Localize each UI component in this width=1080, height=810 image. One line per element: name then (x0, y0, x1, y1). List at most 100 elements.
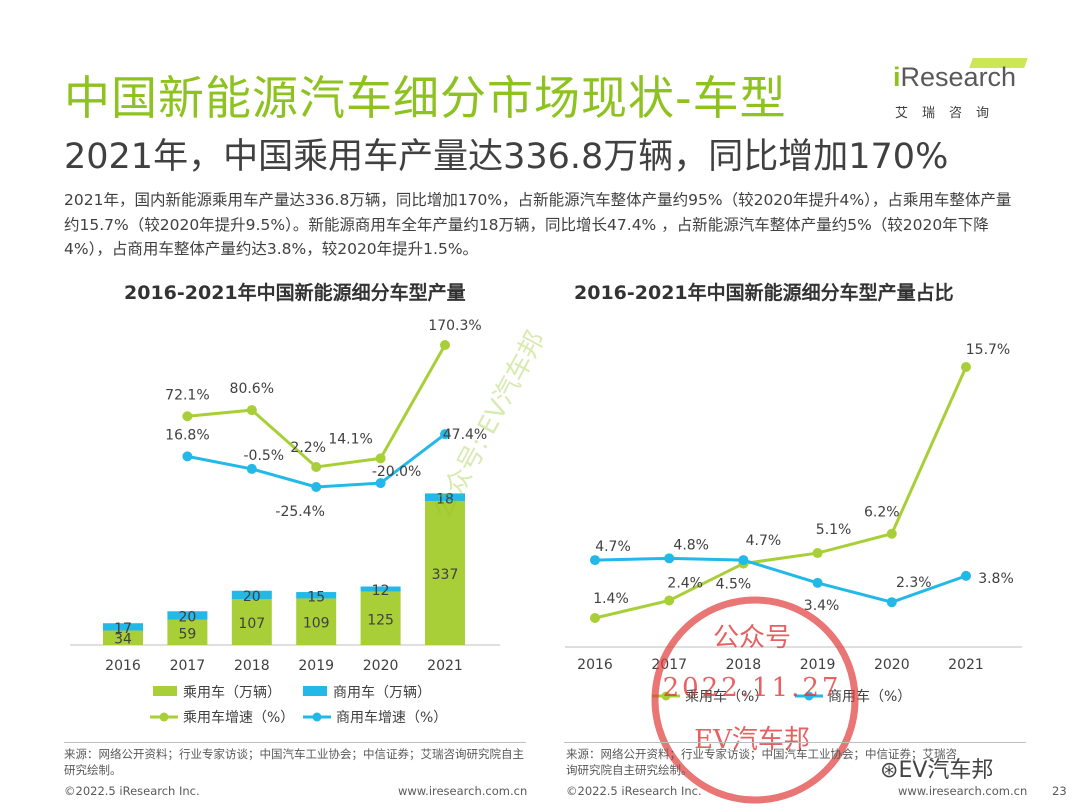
bar-passenger-2016 (103, 630, 143, 645)
page-number: 23 (1052, 784, 1067, 798)
left-x-tick-2021: 2021 (427, 658, 463, 674)
logo-chinese-name: 艾瑞咨询 (895, 106, 1004, 121)
label-passenger-growth-2021: 170.3% (428, 318, 481, 334)
iresearch-logo: iResearch 艾瑞咨询 (893, 58, 1028, 121)
bar-label-passenger-2017: 59 (178, 626, 196, 642)
bar-label-commercial-2018: 20 (243, 589, 261, 605)
label-share-passenger-2016: 1.4% (593, 591, 629, 607)
label-commercial-growth-2021: 47.4% (443, 427, 487, 443)
label-share-commercial-2016: 4.7% (595, 539, 631, 555)
bar-label-passenger-2018: 107 (238, 616, 265, 632)
left-x-tick-2016: 2016 (105, 658, 141, 674)
bar-passenger-2019 (296, 598, 337, 645)
bar-commercial-2021 (425, 493, 465, 502)
label-share-commercial-2018: 4.7% (746, 533, 782, 549)
bar-label-commercial-2019: 15 (307, 589, 325, 605)
right-x-tick-2018: 2018 (726, 657, 762, 673)
bar-label-passenger-2021: 337 (432, 567, 459, 583)
label-passenger-growth-2019: 2.2% (290, 440, 326, 456)
point-share-passenger-2020 (886, 528, 897, 539)
stamp-date-text: 2022.11.27 (663, 673, 842, 703)
source-note-left: 来源：网络公开资料；行业专家访谈；中国汽车工业协会；中信证券；艾瑞咨询研究院自主… (64, 747, 524, 777)
label-share-passenger-2020: 6.2% (864, 505, 900, 521)
bar-label-commercial-2017: 20 (178, 610, 196, 626)
bar-passenger-2021 (425, 501, 465, 645)
label-passenger-growth-2020: 14.1% (328, 431, 372, 447)
footer-divider-left (64, 742, 526, 743)
label-commercial-growth-2017: 16.8% (165, 427, 209, 443)
label-share-commercial-2021: 3.8% (978, 571, 1014, 587)
point-share-passenger-2016 (590, 613, 600, 623)
right-x-tick-2021: 2021 (948, 657, 984, 673)
right-x-tick-2020: 2020 (874, 657, 910, 673)
label-commercial-growth-2019: -25.4% (275, 504, 325, 520)
bar-passenger-2017 (167, 619, 208, 645)
bar-label-passenger-2016: 34 (114, 632, 132, 648)
label-commercial-growth-2020: -20.0% (372, 464, 422, 480)
legend-label-commercial-growth: 商用车增速（%） (336, 709, 447, 726)
label-share-commercial-2019: 3.4% (804, 598, 840, 614)
point-commercial-growth-2017 (182, 451, 193, 462)
bar-passenger-2020 (360, 591, 401, 645)
label-share-passenger-2021: 15.7% (966, 342, 1010, 358)
legend-marker-passenger-growth (159, 712, 169, 722)
point-passenger-growth-2020 (375, 453, 386, 464)
label-share-passenger-2018: 4.5% (716, 577, 752, 593)
legend-label-share-passenger: 乘用车（%） (685, 688, 768, 705)
logo-wordmark: iResearch (893, 62, 1017, 92)
left-x-tick-2018: 2018 (234, 658, 270, 674)
legend-label-passenger-growth: 乘用车增速（%） (183, 709, 294, 726)
point-share-commercial-2020 (886, 597, 897, 608)
point-commercial-growth-2018 (246, 463, 257, 474)
legend-swatch-commercial (303, 686, 327, 696)
legend-marker-share-passenger (661, 691, 671, 701)
left-x-tick-2019: 2019 (298, 658, 334, 674)
point-share-commercial-2021 (961, 570, 971, 581)
website-right[interactable]: www.iresearch.com.cn (898, 784, 1028, 798)
left-x-tick-2020: 2020 (363, 658, 399, 674)
watermark-corner-text: ⊛EV汽车邦 (880, 758, 994, 783)
stamp-ring (651, 596, 859, 804)
label-share-commercial-2017: 4.8% (673, 537, 709, 553)
label-share-passenger-2017: 2.4% (667, 575, 703, 591)
chart-right-title: 2016-2021年中国新能源细分车型产量占比 (574, 282, 954, 304)
point-share-commercial-2018 (738, 555, 749, 566)
stamp-bottom-text: EV汽车邦 (694, 725, 810, 755)
point-passenger-growth-2021 (440, 340, 450, 350)
legend-marker-share-commercial (804, 691, 814, 701)
point-passenger-growth-2017 (182, 411, 193, 422)
bar-commercial-2019 (296, 592, 337, 599)
point-share-passenger-2017 (664, 595, 675, 606)
page-subtitle: 2021年，中国乘用车产量达336.8万辆，同比增加170% (64, 137, 949, 177)
copyright-left: ©2022.5 iResearch Inc. (64, 784, 200, 798)
label-passenger-growth-2018: 80.6% (230, 381, 274, 397)
point-share-commercial-2016 (590, 555, 600, 566)
point-commercial-growth-2019 (311, 482, 322, 492)
line-share-passenger (594, 366, 968, 620)
website-left[interactable]: www.iresearch.com.cn (398, 784, 528, 798)
point-share-passenger-2021 (961, 362, 971, 372)
page-title: 中国新能源汽车细分市场现状-车型 (64, 71, 787, 125)
label-commercial-growth-2018: -0.5% (243, 448, 284, 464)
bar-commercial-2017 (167, 611, 208, 620)
label-share-commercial-2020: 2.3% (896, 575, 932, 591)
bar-commercial-2016 (103, 623, 143, 631)
point-commercial-growth-2020 (375, 478, 386, 489)
legend-label-share-commercial: 商用车（%） (828, 688, 911, 705)
bar-label-commercial-2020: 12 (372, 583, 390, 599)
wechat-icon: ⊛ (880, 758, 899, 783)
bar-label-passenger-2019: 109 (303, 616, 330, 632)
bar-label-commercial-2021: 18 (436, 491, 454, 507)
copyright-right: ©2022.5 iResearch Inc. (566, 784, 702, 798)
label-passenger-growth-2017: 72.1% (165, 387, 209, 403)
legend-marker-commercial-growth (312, 712, 322, 722)
bar-label-commercial-2016: 17 (114, 621, 132, 637)
description-text: 2021年，国内新能源乘用车产量达336.8万辆，同比增加170%，占新能源汽车… (64, 191, 1012, 258)
point-share-passenger-2019 (812, 548, 823, 559)
left-x-tick-2017: 2017 (170, 658, 206, 674)
watermark-diagonal-text: 公众号: EV汽车邦 (428, 326, 552, 523)
legend-label-commercial: 商用车（万辆） (333, 684, 431, 701)
point-passenger-growth-2018 (246, 405, 257, 416)
point-passenger-growth-2019 (311, 461, 322, 472)
line-share-commercial (594, 556, 967, 604)
